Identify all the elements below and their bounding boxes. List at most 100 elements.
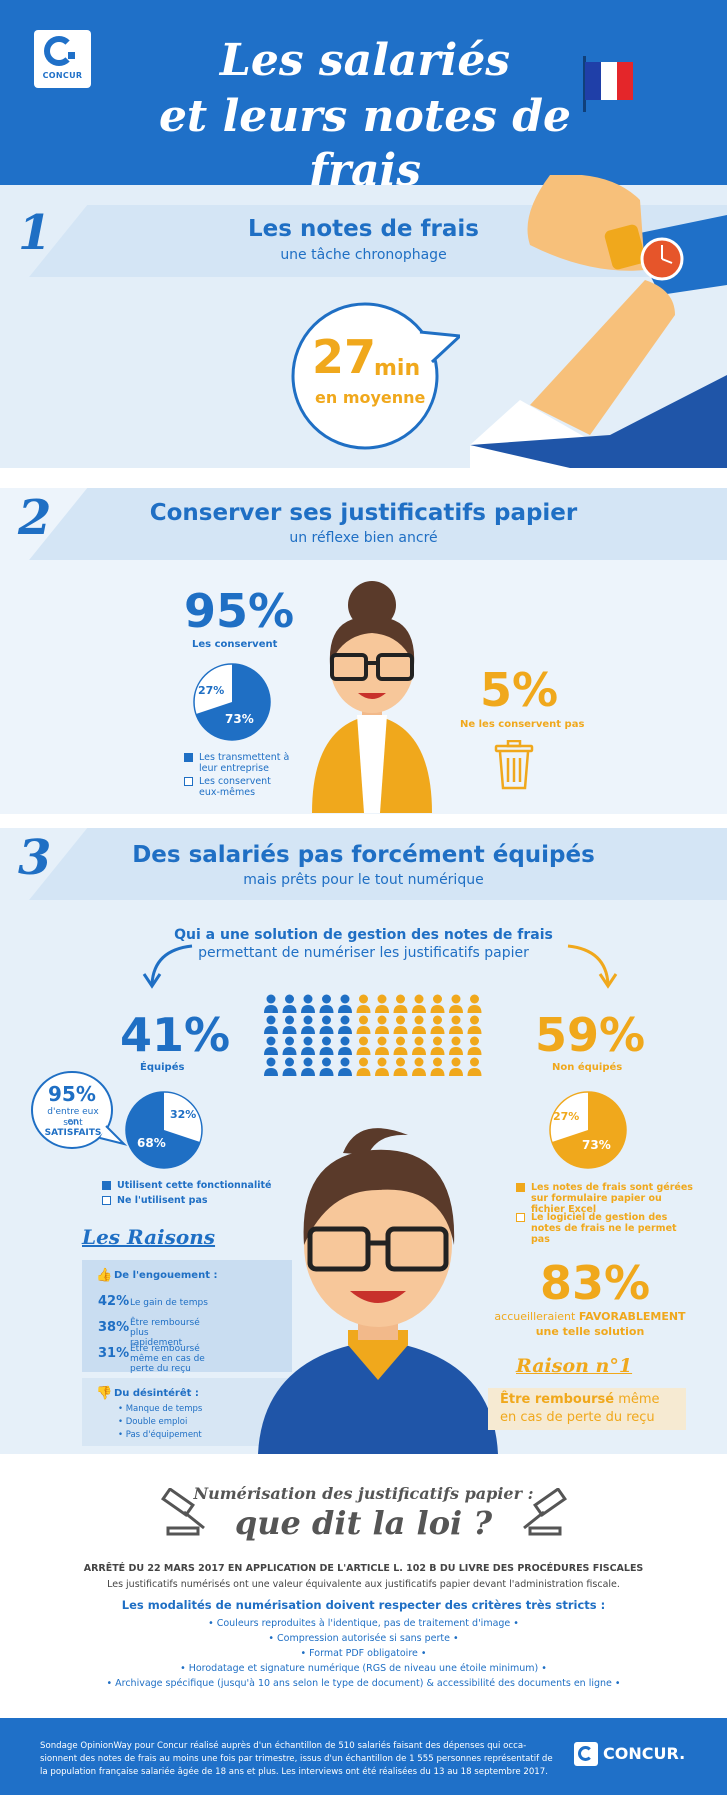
dis-item-2-text: Double emploi [125, 1417, 188, 1427]
equipped-pie-small: 32% [170, 1108, 197, 1121]
section1-number: 1 [18, 205, 52, 261]
person-icon [393, 1057, 408, 1076]
legend-keep: Les conservent eux-mêmes [184, 776, 294, 798]
footer-logo-text: CONCUR. [603, 1744, 686, 1763]
section3-strip [29, 828, 727, 900]
person-icon [356, 1057, 371, 1076]
raison1-box [488, 1388, 686, 1430]
gavel-icon-left [161, 1488, 205, 1536]
man-illustration [258, 1128, 498, 1454]
title-line2: et leurs notes de frais [158, 91, 572, 196]
person-icon [449, 1057, 463, 1076]
person-icon [338, 994, 352, 1013]
legend-software-text: Le logiciel de gestion des notes de frai… [531, 1212, 677, 1245]
law-criterion-3: • Format PDF obligatoire • [300, 1648, 427, 1659]
person-icon [375, 1036, 389, 1055]
law-decree-sub: Les justificatifs numérisés ont une vale… [107, 1579, 620, 1590]
raison1-title: Raison n°1 [516, 1355, 633, 1377]
person-icon [412, 1015, 426, 1034]
person-icon [319, 1015, 334, 1034]
question-line2: permettant de numériser les justificatif… [198, 945, 529, 961]
person-icon [282, 1015, 297, 1034]
favorable-line2: une telle solution [535, 1325, 645, 1338]
person-icon [301, 1015, 315, 1034]
section3-number: 3 [18, 830, 52, 886]
favorable-percent: 83% [540, 1256, 651, 1310]
footer-logo-icon[interactable] [574, 1742, 598, 1766]
section2-title: Conserver ses justificatifs papier [149, 500, 578, 526]
disinterest-box [82, 1378, 292, 1446]
flag-pole [583, 56, 586, 112]
person-icon [264, 1036, 278, 1055]
person-icon [301, 994, 315, 1013]
footer-line2: sionnent des notes de frais au moins une… [40, 1754, 553, 1764]
person-icon [467, 1036, 482, 1055]
law-criteria-title: Les modalités de numérisation doivent re… [121, 1598, 606, 1612]
dis-item-2: • Double emploi [118, 1417, 188, 1427]
satisfied-bubble [31, 1071, 128, 1149]
legend-use: Utilisent cette fonctionnalité [102, 1180, 272, 1191]
person-icon [282, 1057, 297, 1076]
raison1-line1: Être remboursé même [500, 1392, 660, 1407]
person-icon [393, 1015, 408, 1034]
person-icon [449, 1015, 463, 1034]
arrow-left-icon [142, 944, 193, 989]
title-line1: Les salariés [219, 35, 511, 86]
time-value: 27 [312, 330, 377, 384]
time-label: en moyenne [315, 388, 426, 407]
disinterest-title: Du désintérêt : [114, 1388, 199, 1399]
equipped-percent: 41% [120, 1008, 231, 1062]
arrow-right-icon [567, 944, 618, 989]
law-section-bg [0, 1454, 727, 1718]
bubble-line2-bold: SATISFAITS [44, 1128, 102, 1138]
keep-label: Les conservent [192, 639, 278, 650]
person-icon [449, 1036, 463, 1055]
person-icon [338, 1015, 352, 1034]
legend-keep-text: Les conservent eux-mêmes [199, 776, 271, 798]
person-icon [467, 1015, 482, 1034]
person-icon [319, 994, 334, 1013]
not-keep-label: Ne les conservent pas [460, 719, 585, 730]
person-icon [430, 1057, 445, 1076]
reasons-title: Les Raisons [82, 1225, 216, 1249]
reason1-text: Le gain de temps [130, 1298, 208, 1308]
person-icon [467, 1057, 482, 1076]
person-icon [301, 1036, 315, 1055]
person-icon [375, 1057, 389, 1076]
dis-item-3-text: Pas d'équipement [125, 1430, 202, 1440]
not-equipped-percent: 59% [535, 1008, 646, 1062]
concur-logo[interactable]: CONCUR [34, 30, 91, 88]
not-keep-percent: 5% [480, 663, 559, 717]
raison1-bold: Être remboursé [500, 1392, 615, 1407]
legend-software: Le logiciel de gestion des notes de frai… [516, 1212, 696, 1245]
person-icon [412, 1057, 426, 1076]
favorable-line1: accueilleraient FAVORABLEMENT [490, 1310, 690, 1323]
legend-not-use-text: Ne l'utilisent pas [117, 1195, 208, 1206]
law-title-line1: Numérisation des justificatifs papier : [193, 1484, 534, 1503]
law-criterion-2: • Compression autorisée si sans perte • [268, 1633, 459, 1644]
not-equipped-pie-small: 27% [553, 1110, 580, 1123]
people-icon-grid [264, 994, 482, 1076]
dis-item-1-text: Manque de temps [125, 1404, 203, 1414]
pie-large-label: 73% [225, 712, 254, 726]
thumbs-up-icon: 👍 [96, 1268, 113, 1283]
section3-title: Des salariés pas forcément équipés [132, 842, 595, 868]
person-icon [412, 994, 426, 1013]
legend-paper-text: Les notes de frais sont gérées sur formu… [531, 1182, 693, 1215]
not-equipped-pie-chart [549, 1091, 627, 1169]
person-icon [430, 1015, 445, 1034]
legend-paper: Les notes de frais sont gérées sur formu… [516, 1182, 696, 1215]
logo-text: CONCUR [42, 71, 83, 80]
law-title-line2: que dit la loi ? [234, 1504, 493, 1542]
gavel-icon-right [523, 1488, 567, 1536]
person-icon [430, 994, 445, 1013]
footer-text: Sondage OpinionWay pour Concur réalisé a… [40, 1740, 560, 1779]
person-icon [264, 1057, 278, 1076]
section2-number: 2 [18, 490, 52, 546]
bubble-percent: 95% [48, 1082, 96, 1106]
person-icon [356, 1015, 371, 1034]
person-icon [449, 994, 463, 1013]
hand-watch-illustration [470, 175, 727, 468]
legend-transmit-text: Les transmettent à leur entreprise [199, 752, 290, 774]
legend-not-use: Ne l'utilisent pas [102, 1195, 272, 1206]
